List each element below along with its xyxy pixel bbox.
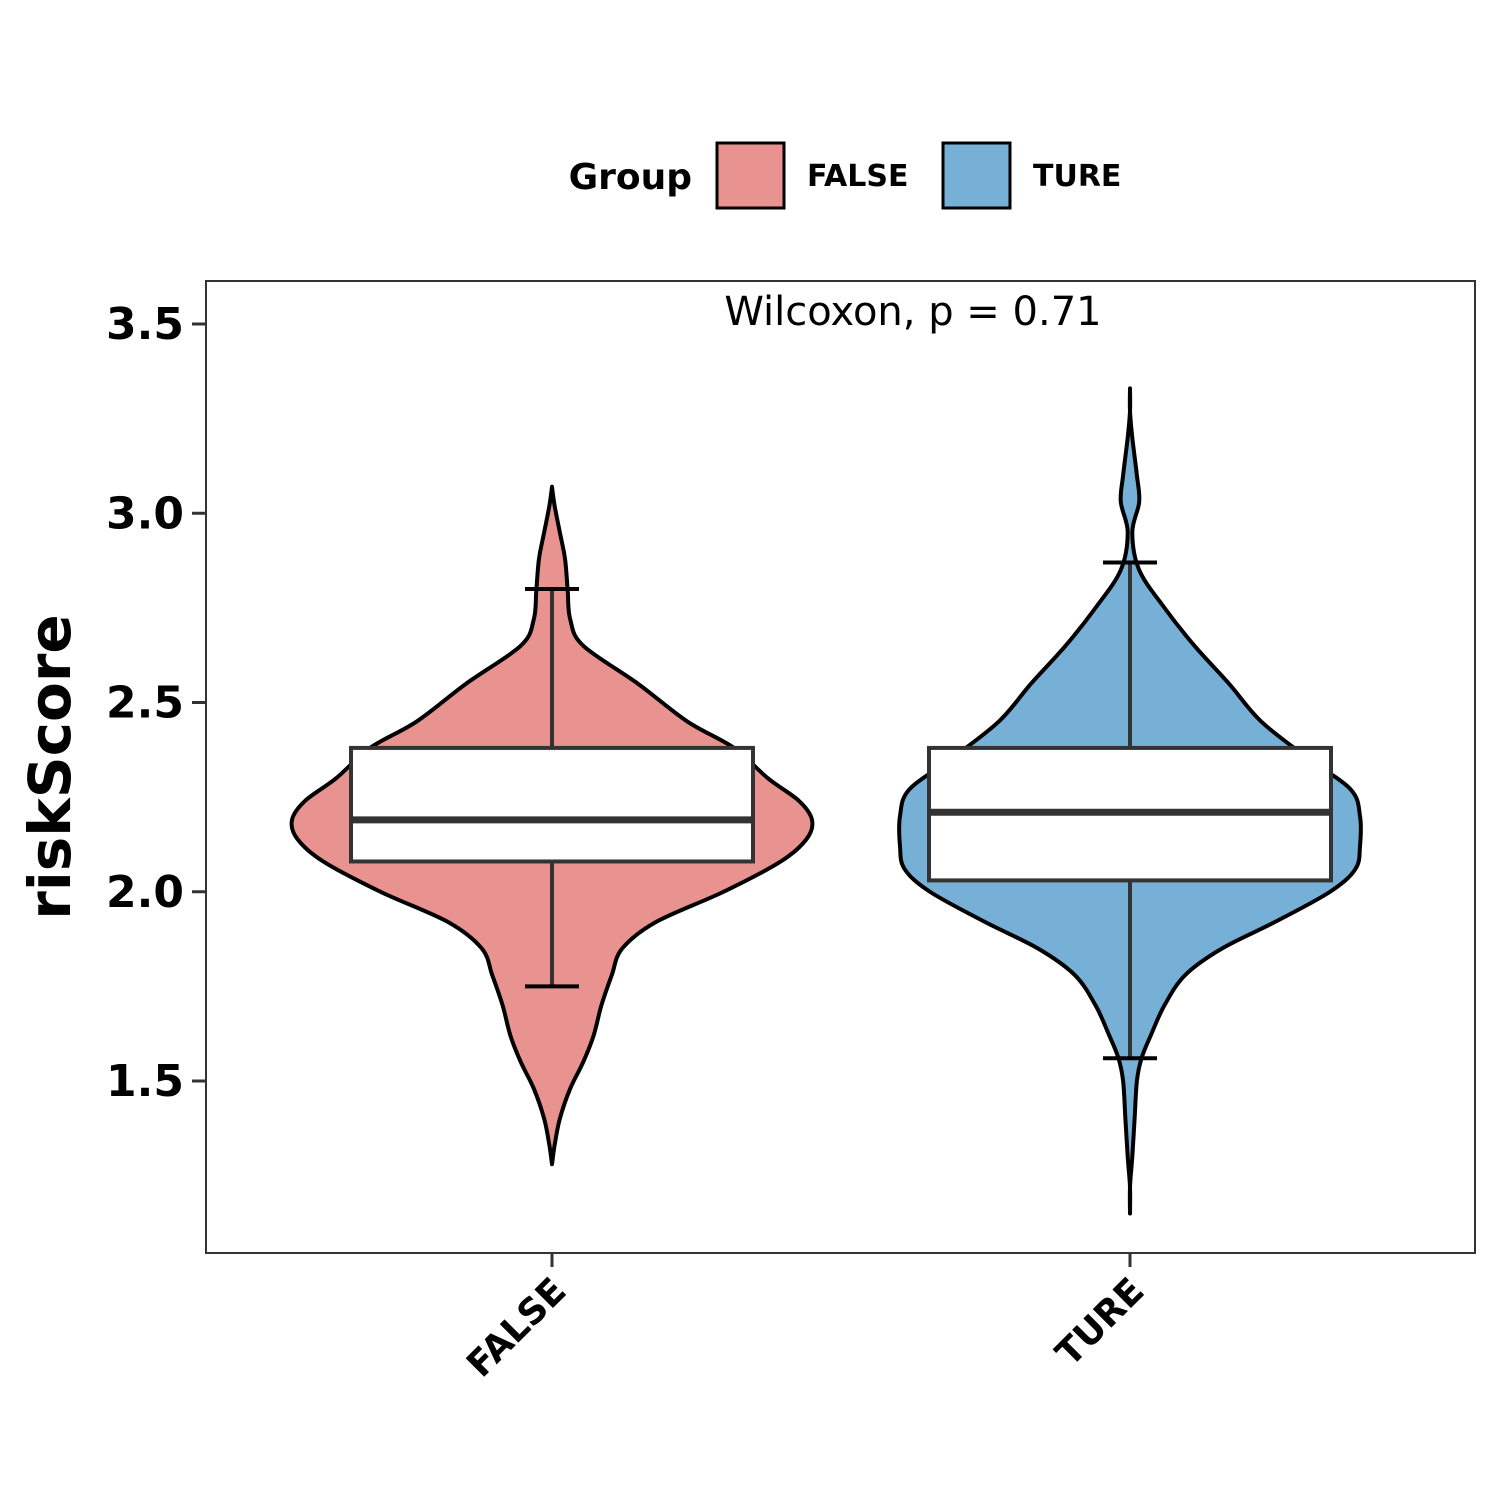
group-false: [289, 484, 815, 1167]
x-axis: FALSE TURE: [459, 1253, 1152, 1385]
legend-title: Group: [569, 157, 692, 198]
box-false: [349, 745, 755, 864]
legend-label-false: FALSE: [807, 159, 908, 194]
legend-key-ture: [941, 141, 1012, 210]
y-axis: 1.5 2.0 2.5 3.0 3.5: [106, 299, 206, 1107]
x-tick-label: FALSE: [459, 1270, 574, 1385]
y-tick-label: 2.0: [106, 867, 184, 918]
y-tick-label: 3.5: [106, 299, 184, 350]
y-tick-label: 3.0: [106, 488, 184, 539]
group-ture: [897, 386, 1363, 1216]
legend-key-false: [715, 141, 786, 210]
x-tick-label: TURE: [1048, 1270, 1152, 1374]
legend-label-ture: TURE: [1033, 159, 1121, 194]
wilcoxon-annotation: Wilcoxon, p = 0.71: [724, 289, 1101, 335]
plot-panel: [205, 280, 1476, 1254]
plot-area: [289, 386, 1363, 1216]
y-tick-label: 1.5: [106, 1056, 184, 1107]
y-tick-label: 2.5: [106, 678, 184, 729]
legend: Group FALSE TURE: [569, 141, 1121, 210]
y-axis-label: riskScore: [16, 614, 84, 920]
